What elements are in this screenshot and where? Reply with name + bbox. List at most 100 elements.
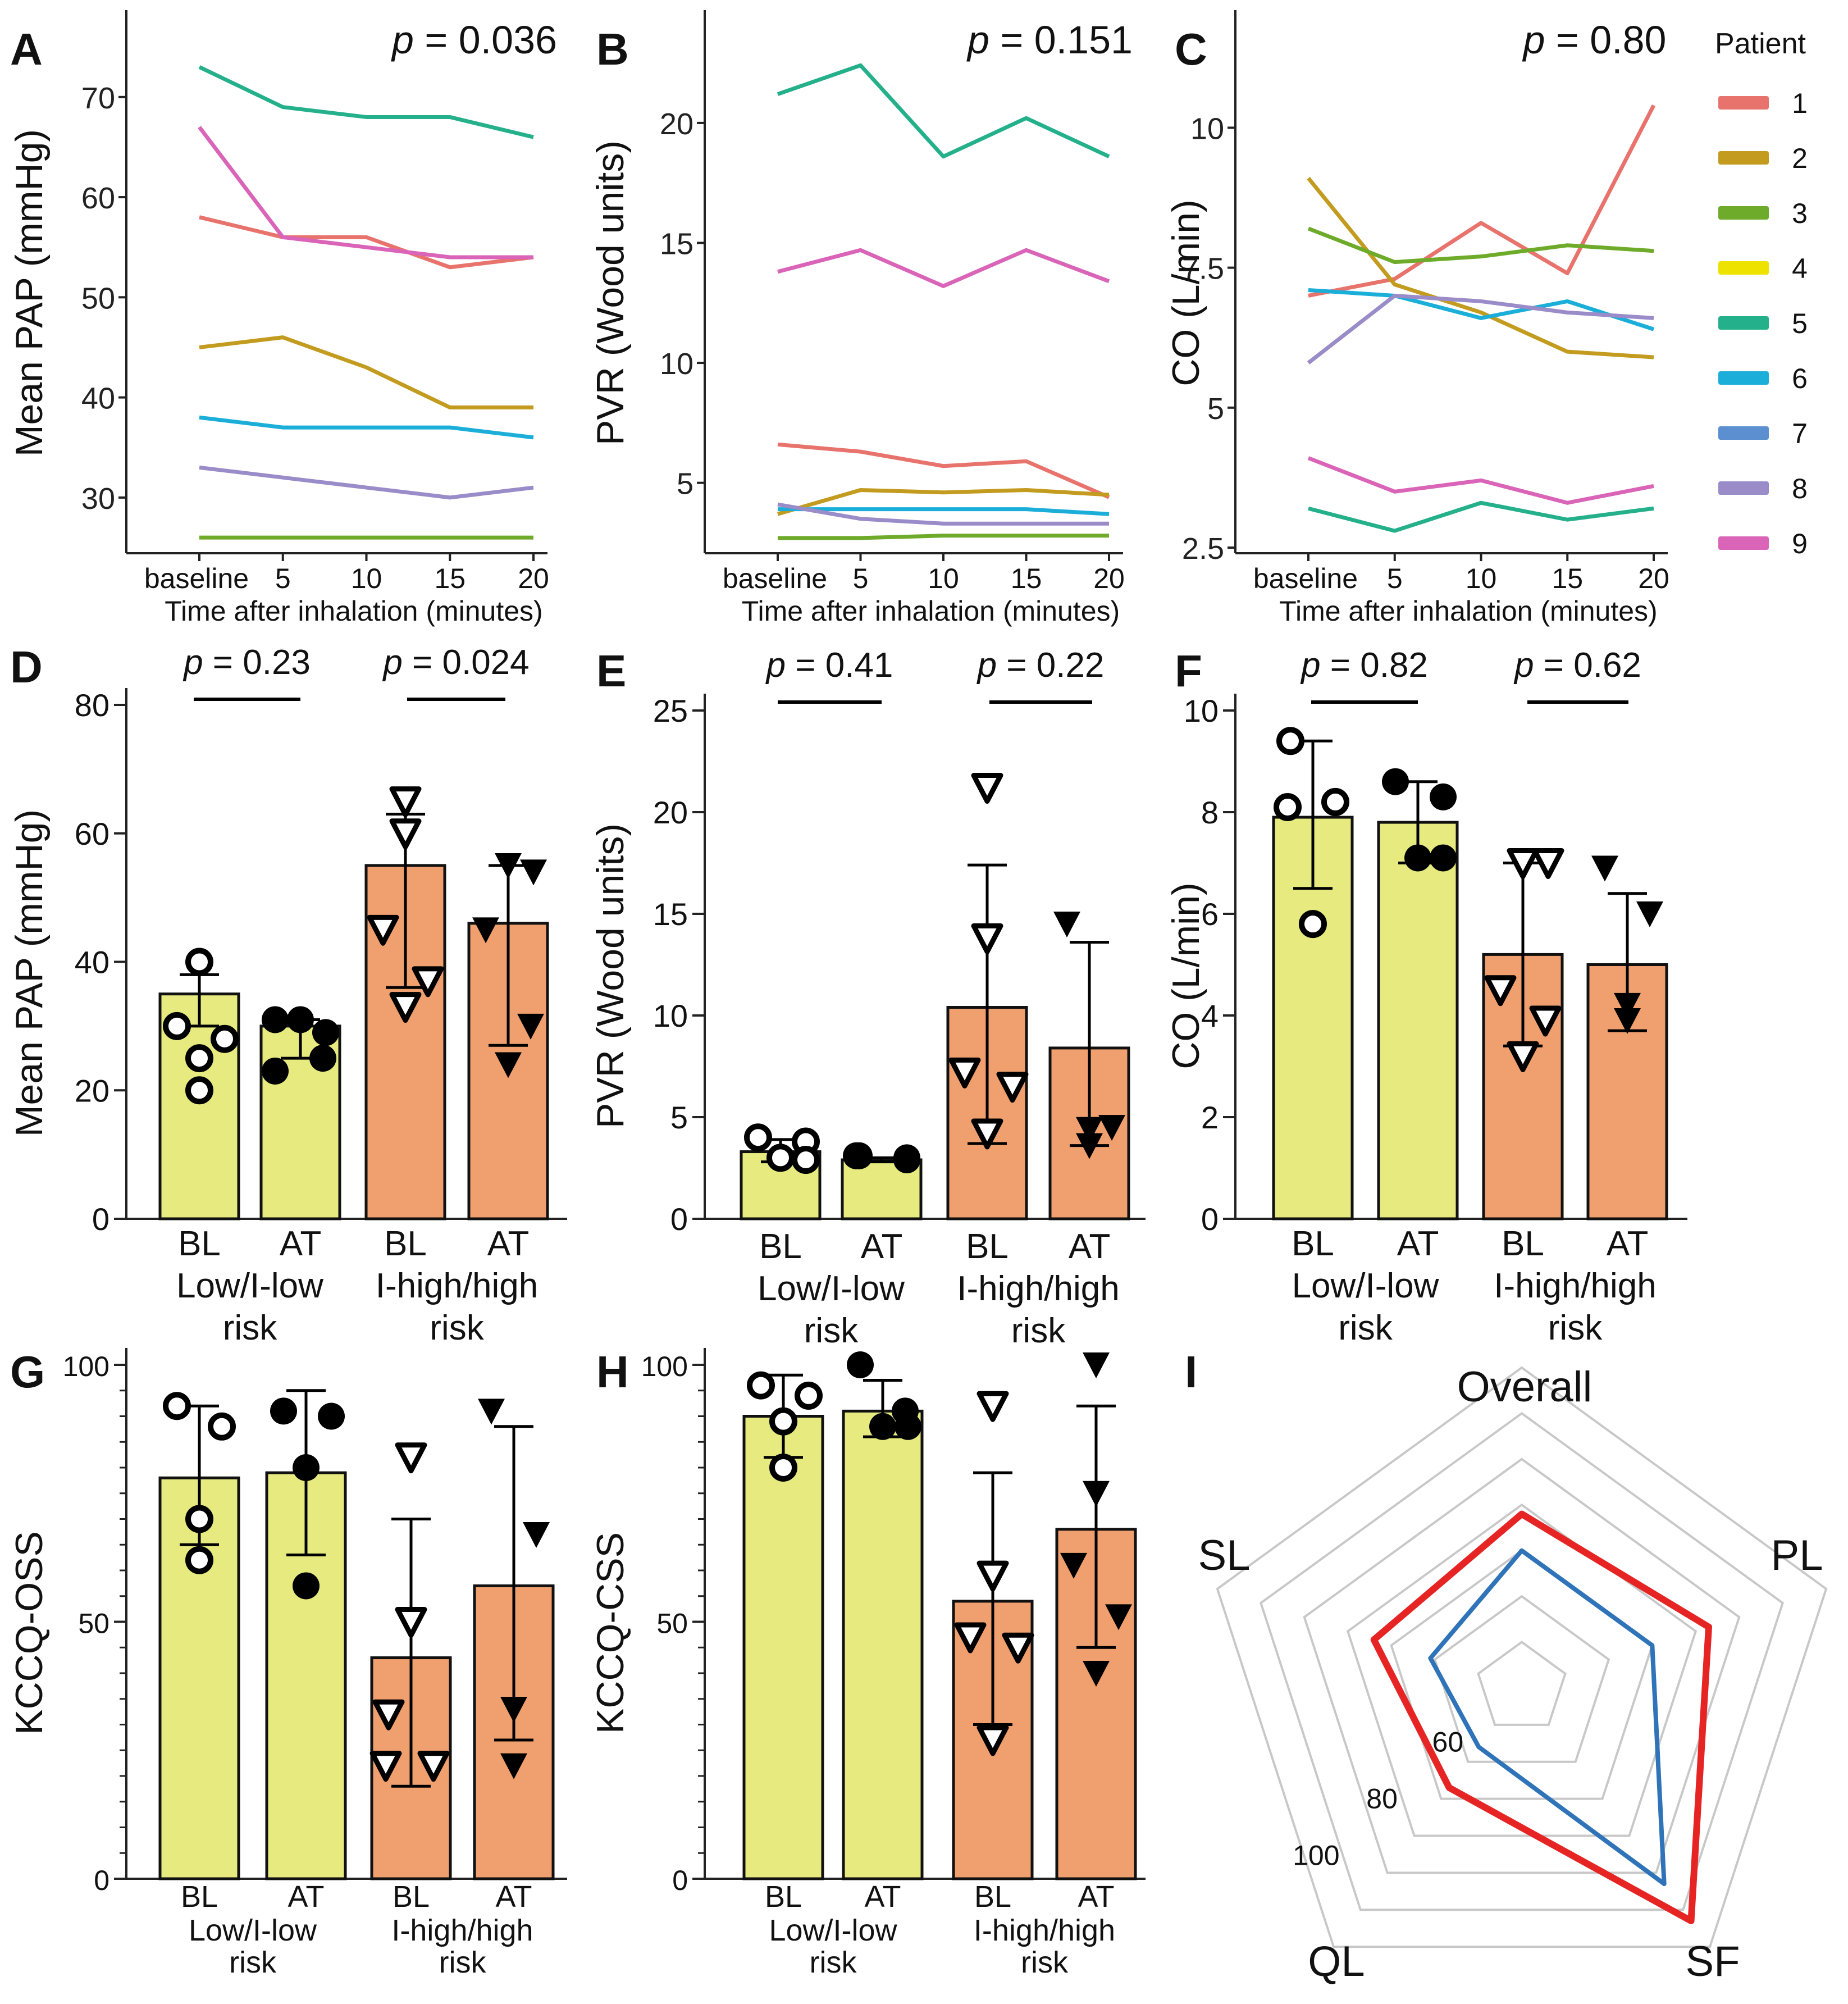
y-tick-label: 2.5 [1182, 532, 1224, 566]
data-point [977, 1725, 1009, 1756]
y-tick-label: 50 [78, 1608, 109, 1639]
data-point [163, 1012, 191, 1040]
p-value: p = 0.82 [1300, 646, 1428, 685]
data-point [389, 786, 422, 818]
data-point [847, 1351, 874, 1378]
p-value: p = 0.22 [977, 646, 1105, 685]
y-tick-label: 20 [653, 795, 688, 830]
data-point [412, 966, 444, 998]
group-label: risk [229, 1946, 277, 1979]
series-line-patient-2 [199, 335, 533, 409]
series-line-patient-5 [1308, 500, 1654, 533]
y-tick-label: 60 [75, 816, 109, 851]
y-tick-label: 25 [653, 693, 688, 728]
radar-grid-ring [1216, 1366, 1828, 1948]
data-point [417, 1751, 450, 1782]
data-point [996, 1072, 1029, 1103]
data-point [309, 1045, 336, 1072]
legend: Patient 1 2 3 4 5 6 7 8 9 [1715, 28, 1808, 559]
y-tick-label: 100 [63, 1351, 109, 1382]
y-tick-label: 20 [75, 1073, 109, 1108]
group-label: I-high/high [391, 1914, 533, 1947]
x-tick-label: 10 [928, 563, 959, 594]
panel-letter-I: I [1185, 1347, 1197, 1397]
p-value: p = 0.024 [382, 643, 529, 682]
y-axis-label: Mean PAP (mmHg) [8, 809, 51, 1137]
x-tick-label: baseline [723, 563, 827, 594]
y-tick-label: 20 [660, 107, 693, 141]
data-point [262, 1006, 289, 1033]
y-tick-label: 5 [1207, 392, 1224, 426]
group-label: I-high/high [974, 1914, 1115, 1947]
y-tick-label: 60 [81, 181, 115, 215]
x-tick-label: BL [181, 1880, 218, 1914]
p-value: p = 0.80 [1522, 18, 1667, 62]
series-line-patient-9 [1307, 456, 1654, 505]
data-point [1529, 1005, 1562, 1037]
radar-axis-label-sf: SF [1685, 1938, 1740, 1985]
group-label: risk [1548, 1309, 1603, 1347]
y-tick-label: 6 [1201, 896, 1219, 932]
legend-label: 3 [1792, 198, 1808, 229]
bar-at-low [1377, 821, 1459, 1220]
p-value: p = 0.62 [1513, 646, 1641, 685]
data-point [1002, 1632, 1034, 1664]
data-point [185, 1044, 213, 1073]
y-tick-label: 5 [670, 1100, 688, 1135]
x-tick-label: BL [974, 1880, 1011, 1914]
x-tick-label: AT [1607, 1224, 1649, 1263]
legend-swatch-1 [1718, 96, 1769, 110]
panel-I: 60 80 100 Overall PL SF QL SL [1198, 1363, 1828, 1985]
panel-letter-D: D [10, 642, 43, 692]
data-point [495, 853, 522, 879]
data-point [747, 1371, 775, 1400]
x-tick-label: 5 [853, 563, 869, 594]
p-value: p = 0.41 [765, 646, 893, 685]
radar-ring-label: 100 [1293, 1839, 1339, 1871]
group-label: risk [439, 1946, 487, 1979]
data-point [1274, 793, 1302, 821]
series-line-patient-5 [777, 63, 1110, 159]
series-line-patient-8 [1307, 293, 1654, 365]
group-label: Low/I-low [189, 1914, 317, 1947]
y-axis-label: Mean PAP (mmHg) [8, 129, 51, 457]
x-tick-label: BL [384, 1224, 427, 1263]
y-tick-label: 100 [641, 1351, 688, 1382]
data-point [766, 1144, 795, 1172]
radar-grid-ring [1259, 1411, 1785, 1911]
data-point [1098, 1115, 1125, 1141]
panel-F: 0 2 4 6 8 10 CO (L/min) BL AT BL AT Low/I-low risk I-… [1165, 646, 1687, 1347]
legend-swatch-5 [1718, 316, 1769, 330]
y-tick-label: 0 [94, 1865, 109, 1896]
group-label: I-high/high [376, 1267, 539, 1305]
data-point [185, 1076, 213, 1105]
x-tick-label: 5 [275, 563, 291, 594]
group-label: Low/I-low [1292, 1267, 1439, 1305]
legend-label: 5 [1792, 308, 1808, 339]
x-tick-label: 5 [1387, 563, 1403, 594]
data-point [500, 1753, 527, 1779]
data-point [1507, 1041, 1539, 1072]
data-point [1636, 901, 1663, 927]
y-tick-label: 0 [92, 1201, 109, 1237]
data-point [500, 1697, 527, 1723]
x-tick-label: AT [280, 1224, 322, 1263]
radar-grid-ring [1477, 1641, 1567, 1726]
legend-swatch-4 [1718, 261, 1769, 275]
data-point [369, 1751, 402, 1782]
data-point [367, 914, 399, 946]
y-tick-label: 15 [653, 896, 688, 932]
data-point [792, 1146, 820, 1174]
series-line-patient-9 [198, 126, 533, 259]
data-point [1083, 1481, 1110, 1507]
data-point [520, 859, 547, 886]
x-tick-label: baseline [144, 563, 249, 594]
legend-label: 9 [1792, 528, 1808, 559]
data-point [971, 1118, 1003, 1150]
data-point [948, 1057, 981, 1088]
panel-letter-A: A [10, 24, 43, 74]
y-tick-label: 0 [670, 1201, 688, 1237]
